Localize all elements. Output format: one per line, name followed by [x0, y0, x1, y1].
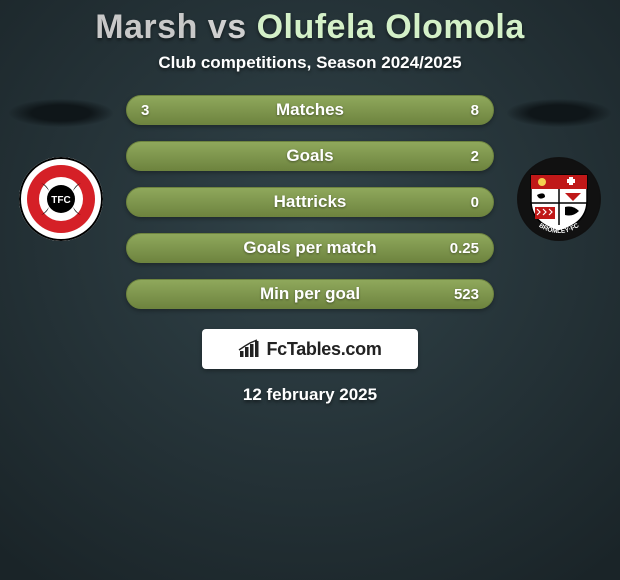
player-shadow — [507, 99, 611, 127]
stat-label: Goals per match — [243, 238, 376, 258]
stat-bar: Hattricks 0 — [126, 187, 494, 217]
stat-label: Min per goal — [260, 284, 360, 304]
vs-separator: vs — [208, 8, 247, 46]
brand-text: FcTables.com — [266, 339, 381, 360]
stat-left-value: 3 — [141, 102, 149, 119]
svg-text:TFC: TFC — [51, 195, 70, 206]
chart-icon — [238, 339, 262, 359]
crest-left-svg: TFC — [19, 157, 103, 241]
player-right-name: Olufela Olomola — [257, 8, 525, 46]
stat-right-value: 0 — [471, 194, 479, 211]
brand-badge: FcTables.com — [202, 329, 418, 369]
stat-bars: 3 Matches 8 Goals 2 Hattricks 0 Goals per match… — [126, 95, 494, 309]
crest-right-svg: BROMLEY·FC — [517, 157, 601, 241]
stat-right-value: 2 — [471, 148, 479, 165]
subtitle: Club competitions, Season 2024/2025 — [0, 53, 620, 73]
stat-label: Hattricks — [274, 192, 347, 212]
stat-bar: Goals 2 — [126, 141, 494, 171]
stat-label: Goals — [286, 146, 333, 166]
club-crest-left: TFC — [19, 157, 103, 241]
stat-right-value: 8 — [471, 102, 479, 119]
date-label: 12 february 2025 — [0, 385, 620, 405]
stat-bar: Goals per match 0.25 — [126, 233, 494, 263]
stat-right-value: 523 — [454, 286, 479, 303]
stat-bar: Min per goal 523 — [126, 279, 494, 309]
club-crest-right: BROMLEY·FC — [517, 157, 601, 241]
stat-right-value: 0.25 — [450, 240, 479, 257]
player-left-name: Marsh — [95, 8, 198, 46]
left-player-column: TFC — [6, 95, 116, 241]
right-player-column: BROMLEY·FC — [504, 95, 614, 241]
comparison-title: Marsh vs Olufela Olomola — [0, 8, 620, 47]
player-shadow — [9, 99, 113, 127]
stat-bar: 3 Matches 8 — [126, 95, 494, 125]
stat-label: Matches — [276, 100, 344, 120]
